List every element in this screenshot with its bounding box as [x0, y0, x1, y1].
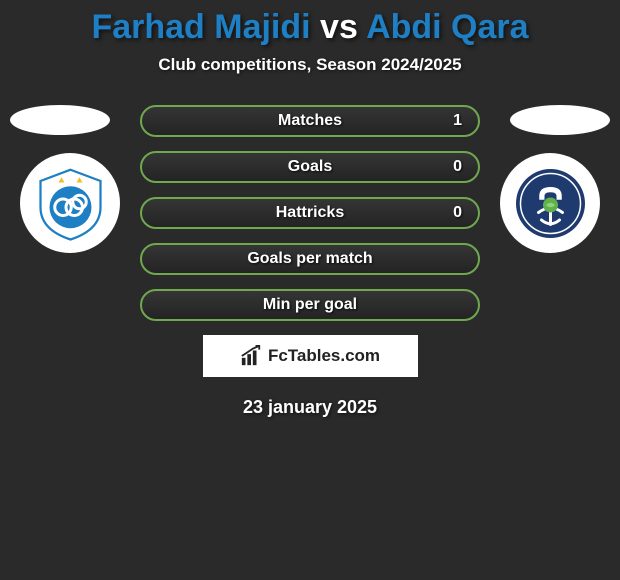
flag-left [10, 105, 110, 135]
stat-row: Min per goal [140, 289, 480, 321]
stat-row: Hattricks 0 [140, 197, 480, 229]
stat-value-right: 1 [453, 112, 462, 130]
stat-value-right: 0 [453, 204, 462, 222]
stats-table: Matches 1 Goals 0 Hattricks 0 Goals per match M… [140, 105, 480, 321]
comparison-content: Matches 1 Goals 0 Hattricks 0 Goals per match M… [0, 105, 620, 418]
vs-text: vs [320, 8, 358, 46]
stat-value-right: 0 [453, 158, 462, 176]
stat-row: Matches 1 [140, 105, 480, 137]
brand-box: FcTables.com [203, 335, 418, 377]
crest-left-icon [33, 166, 108, 241]
date-text: 23 january 2025 [0, 397, 620, 418]
stat-label: Hattricks [276, 204, 344, 222]
stat-row: Goals per match [140, 243, 480, 275]
chart-icon [240, 345, 262, 367]
club-crest-right [500, 153, 600, 253]
stat-label: Min per goal [263, 296, 357, 314]
flag-right [510, 105, 610, 135]
stat-label: Goals [288, 158, 332, 176]
stat-label: Goals per match [247, 250, 372, 268]
player-b-name: Abdi Qara [366, 8, 528, 46]
brand-text: FcTables.com [268, 346, 380, 366]
player-a-name: Farhad Majidi [91, 8, 310, 46]
crest-right-icon [513, 166, 588, 241]
page-title: Farhad Majidi vs Abdi Qara [0, 0, 620, 47]
subtitle: Club competitions, Season 2024/2025 [0, 55, 620, 75]
stat-row: Goals 0 [140, 151, 480, 183]
stat-label: Matches [278, 112, 342, 130]
club-crest-left [20, 153, 120, 253]
